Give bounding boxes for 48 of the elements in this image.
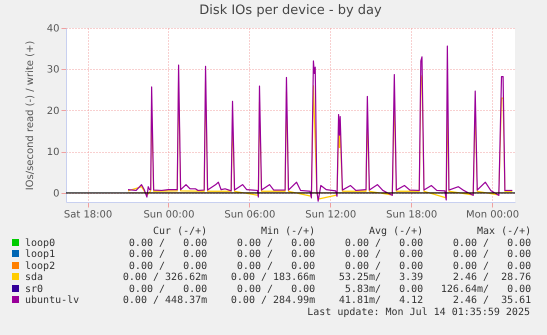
text: 0.00 / 0.00: [128, 249, 208, 260]
text: 0.00 / 284.99m: [230, 295, 316, 306]
x-tick-label: Sun 06:00: [224, 210, 276, 220]
text: 41.81m/ 4.12: [338, 295, 424, 306]
legend-label: sr0: [24, 284, 44, 295]
text: 2.46 / 28.76: [452, 272, 532, 284]
text: 5.83m/ 0.00: [344, 284, 424, 295]
x-tick-label: Sun 18:00: [386, 210, 438, 220]
text: 0.00 / 0.00: [236, 238, 316, 249]
y-tick-label: 20: [46, 106, 60, 117]
text: 0.00 / 0.00: [128, 260, 208, 272]
text: 0.00 / 0.00: [344, 260, 424, 272]
text: 0.00 / 0.00: [128, 238, 208, 249]
text: 0.00 / 183.66m: [230, 272, 316, 284]
legend-label: ubuntu-lv: [24, 295, 80, 306]
y-tick-label: 30: [46, 64, 60, 76]
legend-label: loop1: [24, 249, 56, 260]
x-tick-label: Sat 18:00: [64, 210, 112, 220]
text: 0.00 / 0.00: [452, 260, 532, 272]
text: 0.00 / 0.00: [236, 249, 316, 260]
legend-label: loop2: [24, 260, 56, 272]
y-axis-title: IOs/second read (-) / write (+): [24, 40, 36, 190]
text: 0.00 / 0.00: [452, 249, 532, 260]
text: Last update: Mon Jul 14 01:35:59 2025: [306, 306, 530, 318]
text: 2.46 / 35.61: [452, 295, 532, 306]
y-tick-label: 0: [53, 188, 60, 200]
x-tick-label: Sun 12:00: [305, 210, 356, 220]
text: 0.00 / 0.00: [344, 249, 424, 260]
text: 0.00 / 0.00: [236, 284, 316, 295]
y-tick-label: 10: [46, 147, 60, 158]
text: 0.00 / 448.37m: [122, 295, 208, 306]
x-tick-label: Sun 00:00: [143, 210, 194, 220]
text: 53.25m/ 3.39: [338, 272, 424, 284]
text: Cur (-/+): [152, 226, 208, 238]
text: Min (-/+): [260, 226, 316, 238]
text: 0.00 / 0.00: [452, 238, 532, 249]
y-tick-label: 40: [46, 24, 60, 34]
text: 0.00 / 0.00: [344, 238, 424, 249]
legend-label: sda: [24, 272, 44, 284]
text: Avg (-/+): [368, 226, 424, 238]
text: 0.00 / 0.00: [128, 284, 208, 295]
text: 0.00 / 0.00: [236, 260, 316, 272]
legend-label: loop0: [24, 238, 56, 248]
x-tick-label: Mon 00:00: [466, 210, 520, 220]
text: 126.64m/ 0.00: [440, 284, 532, 295]
text: Max (-/+): [476, 226, 532, 238]
chart-title: Disk IOs per device - by day: [199, 3, 382, 18]
text: 0.00 / 326.62m: [122, 272, 208, 284]
